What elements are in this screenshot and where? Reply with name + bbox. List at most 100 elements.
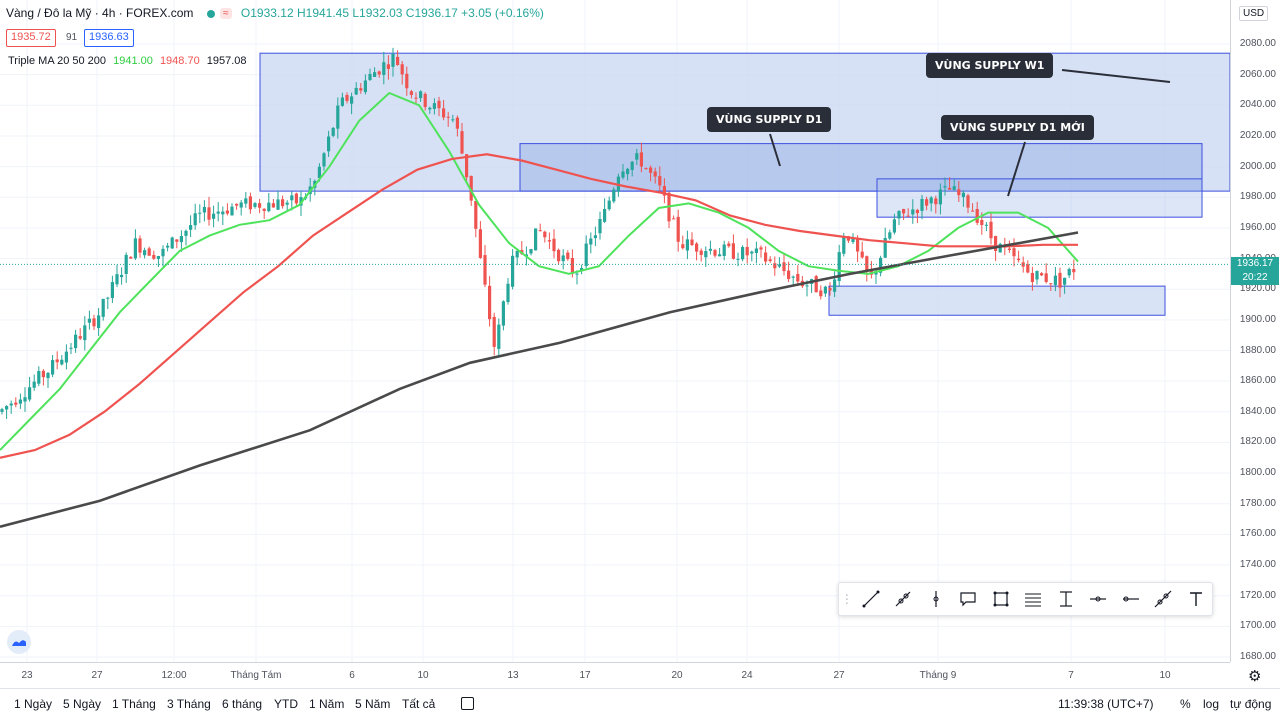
symbol-title[interactable]: Vàng / Đô la Mỹ · 4h · FOREX.com (6, 6, 194, 20)
horizontal-ray-tool-icon[interactable] (1082, 583, 1114, 615)
approx-icon: ≈ (220, 8, 232, 20)
candle-body (37, 371, 41, 384)
range-5d-button[interactable]: 5 Ngày (63, 697, 102, 711)
go-to-date-icon[interactable] (461, 697, 474, 710)
percent-toggle[interactable]: % (1180, 697, 1191, 711)
candle-body (83, 325, 87, 341)
annotation-supply-d1[interactable]: VÙNG SUPPLY D1 (707, 107, 832, 132)
candle-body (865, 256, 869, 273)
candle-body (699, 250, 703, 255)
candle-body (745, 246, 749, 256)
price-tick-label: 1880.00 (1239, 344, 1276, 356)
range-6m-button[interactable]: 6 tháng (222, 697, 263, 711)
candle-body (101, 298, 105, 317)
candle-body (727, 243, 731, 247)
price-range-tool-icon[interactable] (1050, 583, 1082, 615)
candle-body (350, 96, 354, 104)
auto-scale-toggle[interactable]: tự động (1230, 697, 1272, 711)
range-all-button[interactable]: Tất cả (402, 697, 436, 711)
candle-body (184, 230, 188, 236)
horizontal-line-tool-icon[interactable] (1115, 583, 1147, 615)
price-tick-label: 1740.00 (1239, 559, 1276, 571)
candle-body (110, 282, 114, 298)
candle-body (446, 116, 450, 118)
range-1d-button[interactable]: 1 Ngày (14, 697, 53, 711)
time-tick-label: 23 (21, 670, 33, 681)
vertical-line-tool-icon[interactable] (920, 583, 952, 615)
range-1m-button[interactable]: 1 Tháng (112, 697, 156, 711)
range-5y-button[interactable]: 5 Năm (355, 697, 391, 711)
time-axis[interactable]: 23 27 12:00 Tháng Tám 6 10 13 17 20 24 27 Tháng 9 7 1… (0, 662, 1230, 688)
buy-button[interactable]: 1936.63 (84, 29, 134, 47)
range-3m-button[interactable]: 3 Tháng (167, 697, 211, 711)
candle-body (193, 213, 197, 226)
text-tool-icon[interactable] (1180, 583, 1212, 615)
candle-body (216, 211, 220, 214)
price-tick-label: 1980.00 (1239, 191, 1276, 203)
ma20-value: 1941.00 (113, 55, 153, 67)
candle-body (543, 231, 547, 238)
candle-body (547, 240, 551, 242)
range-1y-button[interactable]: 1 Năm (309, 697, 345, 711)
price-tick-label: 1900.00 (1239, 313, 1276, 325)
candle-body (823, 286, 827, 294)
price-axis[interactable]: USD 2080.00 2060.00 2040.00 2020.00 2000.00 1… (1230, 0, 1280, 662)
rectangle-tool-icon[interactable] (985, 583, 1017, 615)
extended-line-tool-icon[interactable] (1147, 583, 1179, 615)
candle-body (672, 218, 676, 220)
price-chart[interactable] (0, 0, 1230, 662)
candle-body (598, 219, 602, 234)
annotation-supply-d1-new[interactable]: VÙNG SUPPLY D1 MỚI (941, 115, 1094, 140)
drag-handle-icon[interactable]: ⋮ (840, 592, 853, 606)
candle-body (662, 186, 666, 196)
candle-body (248, 196, 252, 210)
candle-body (759, 247, 763, 250)
candle-body (51, 360, 55, 375)
candle-body (915, 209, 919, 214)
candle-body (741, 247, 745, 260)
candle-body (221, 211, 225, 215)
open-value: O1933.12 (240, 6, 294, 20)
ray-tool-icon[interactable] (887, 583, 919, 615)
candle-body (782, 262, 786, 272)
clock-display[interactable]: 11:39:38 (UTC+7) (1058, 697, 1154, 711)
bottom-toolbar: 1 Ngày 5 Ngày 1 Tháng 3 Tháng 6 tháng YT… (0, 688, 1280, 719)
time-tick-label: 20 (671, 670, 683, 681)
candle-body (18, 399, 22, 404)
ma-legend[interactable]: Triple MA 20 50 200 1941.00 1948.70 1957… (8, 55, 247, 67)
candle-body (97, 315, 101, 329)
trend-line-tool-icon[interactable] (855, 583, 887, 615)
settings-gear-icon[interactable]: ⚙ (1248, 668, 1262, 685)
currency-label[interactable]: USD (1239, 6, 1269, 21)
tradingview-logo-icon[interactable] (7, 630, 31, 654)
candle-body (276, 199, 280, 210)
candle-body (327, 136, 331, 152)
candle-body (175, 239, 179, 242)
candle-body (961, 192, 965, 198)
sell-button[interactable]: 1935.72 (6, 29, 56, 47)
candle-body (106, 297, 110, 299)
candle-body (478, 229, 482, 258)
demand-zone (828, 285, 1166, 316)
log-toggle[interactable]: log (1203, 697, 1220, 711)
candle-body (129, 256, 133, 259)
chart-area[interactable]: Vàng / Đô la Mỹ · 4h · FOREX.com ≈ O1933… (0, 0, 1230, 662)
callout-tool-icon[interactable] (952, 583, 984, 615)
candle-body (828, 287, 832, 291)
candle-body (115, 274, 119, 285)
annotation-pointer-w1 (1061, 69, 1171, 83)
parallel-lines-tool-icon[interactable] (1017, 583, 1049, 615)
candle-body (1007, 248, 1011, 251)
annotation-supply-w1[interactable]: VÙNG SUPPLY W1 (926, 53, 1054, 78)
candle-body (345, 95, 349, 101)
ma50-line (0, 153, 1078, 459)
candle-body (147, 248, 151, 256)
range-ytd-button[interactable]: YTD (274, 697, 298, 711)
price-tick-label: 2080.00 (1239, 38, 1276, 49)
candle-body (64, 351, 68, 363)
candle-body (768, 259, 772, 262)
candle-body (1012, 248, 1016, 257)
candle-body (570, 257, 574, 274)
candle-countdown-tag: 20:22 (1231, 271, 1279, 286)
candle-body (575, 273, 579, 275)
